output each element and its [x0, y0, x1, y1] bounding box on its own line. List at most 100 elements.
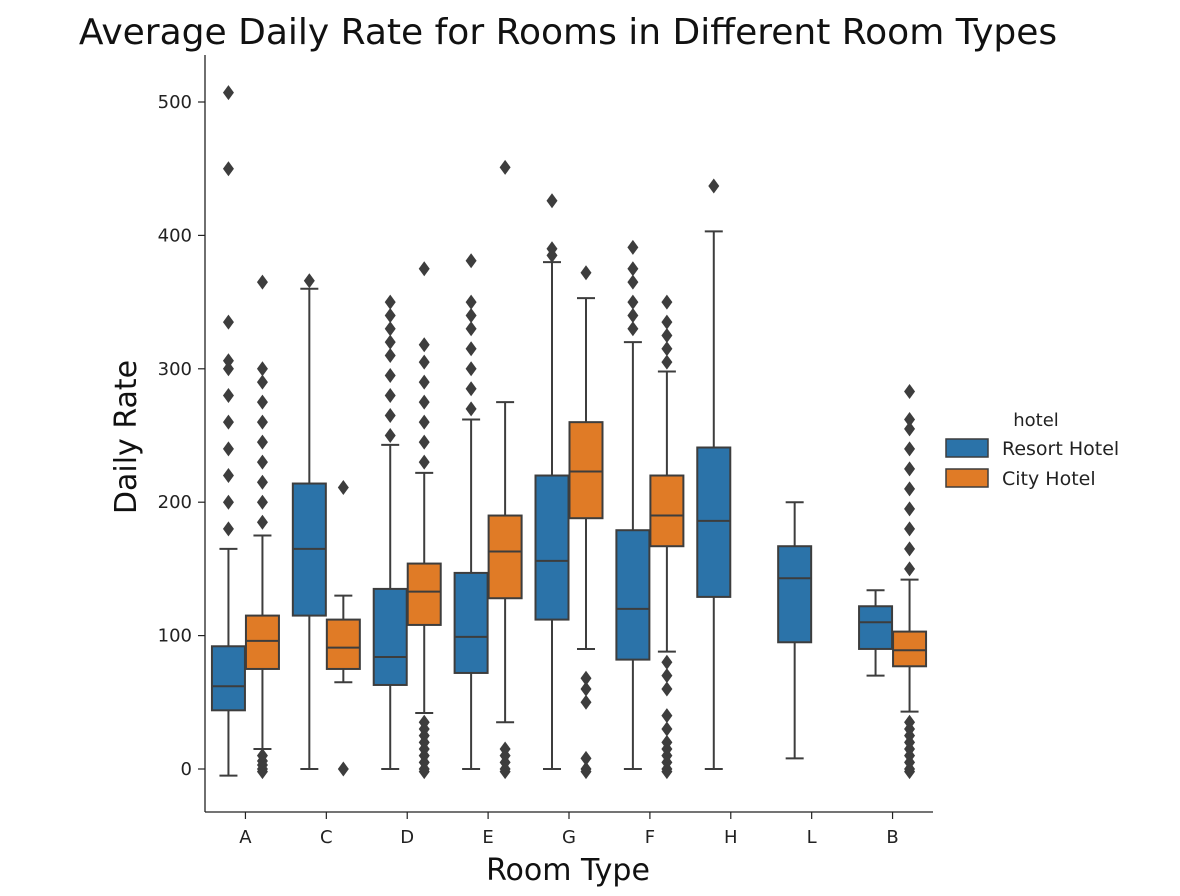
box-iqr — [372, 587, 408, 686]
outlier-point — [256, 748, 268, 764]
legend-label-city-hotel: City Hotel — [1002, 468, 1096, 490]
x-tick-label: A — [239, 827, 252, 848]
outlier-point — [418, 374, 430, 390]
box-city-hotel-G — [568, 265, 604, 780]
box-resort-hotel-D — [372, 294, 408, 770]
outlier-point — [465, 307, 477, 323]
outlier-point — [580, 750, 592, 766]
outlier-point — [661, 341, 673, 357]
box-iqr — [568, 421, 604, 520]
outlier-point — [627, 261, 639, 277]
outlier-point — [337, 480, 349, 496]
box-resort-hotel-C — [291, 273, 327, 770]
outlier-point — [222, 361, 234, 377]
outlier-point — [222, 85, 234, 101]
outlier-point — [499, 159, 511, 175]
legend-title: hotel — [1013, 410, 1059, 431]
outlier-point — [384, 367, 396, 383]
box-city-hotel-F — [649, 294, 685, 780]
outlier-point — [256, 394, 268, 410]
legend-label-resort-hotel: Resort Hotel — [1002, 438, 1119, 460]
outlier-point — [256, 274, 268, 290]
outlier-point — [661, 681, 673, 697]
outlier-point — [384, 334, 396, 350]
outlier-point — [580, 681, 592, 697]
box-iqr — [892, 630, 928, 668]
y-tick-label: 100 — [158, 626, 192, 647]
box-city-hotel-C — [325, 480, 361, 777]
box-iqr — [210, 645, 246, 712]
outlier-point — [904, 714, 916, 730]
outlier-point — [256, 374, 268, 390]
y-tick-label: 0 — [181, 759, 192, 780]
outlier-point — [627, 274, 639, 290]
box-resort-hotel-H — [696, 178, 732, 770]
outlier-point — [465, 294, 477, 310]
box-city-hotel-E — [487, 159, 523, 780]
outlier-point — [904, 481, 916, 497]
outlier-point — [708, 178, 720, 194]
box-resort-hotel-G — [534, 193, 570, 770]
outlier-point — [661, 708, 673, 724]
outlier-point — [546, 193, 558, 209]
outlier-point — [661, 294, 673, 310]
outlier-point — [627, 307, 639, 323]
outlier-point — [256, 474, 268, 490]
outlier-point — [546, 241, 558, 257]
outlier-point — [384, 321, 396, 337]
box-iqr — [777, 545, 813, 644]
outlier-point — [904, 501, 916, 517]
x-tick-label: L — [807, 827, 817, 848]
outlier-point — [418, 337, 430, 353]
outlier-point — [222, 314, 234, 330]
outlier-point — [256, 434, 268, 450]
legend-swatch-resort-hotel — [945, 438, 989, 458]
outlier-point — [256, 454, 268, 470]
outlier-point — [465, 361, 477, 377]
outlier-point — [465, 341, 477, 357]
box-resort-hotel-B — [858, 589, 894, 677]
outlier-point — [418, 394, 430, 410]
outlier-point — [661, 668, 673, 684]
outlier-point — [465, 381, 477, 397]
x-tick-label: E — [482, 827, 493, 848]
plot-area — [210, 85, 928, 780]
outlier-point — [222, 494, 234, 510]
box-city-hotel-B — [892, 383, 928, 780]
outlier-point — [222, 468, 234, 484]
box-iqr — [453, 571, 489, 674]
x-tick-label: H — [724, 827, 738, 848]
outlier-point — [337, 761, 349, 777]
outlier-point — [661, 721, 673, 737]
legend: hotel Resort Hotel City Hotel — [945, 410, 1119, 490]
outlier-point — [661, 734, 673, 750]
outlier-point — [418, 454, 430, 470]
box-resort-hotel-A — [210, 85, 246, 777]
outlier-point — [661, 354, 673, 370]
outlier-point — [904, 521, 916, 537]
box-iqr — [487, 514, 523, 600]
outlier-point — [256, 361, 268, 377]
x-tick-label: D — [400, 827, 414, 848]
x-tick-label: G — [562, 827, 576, 848]
box-iqr — [615, 529, 651, 661]
outlier-point — [222, 161, 234, 177]
outlier-point — [384, 347, 396, 363]
outlier-point — [904, 383, 916, 399]
outlier-point — [256, 514, 268, 530]
outlier-point — [222, 387, 234, 403]
outlier-point — [222, 521, 234, 537]
outlier-point — [465, 401, 477, 417]
box-iqr — [406, 562, 442, 626]
x-tick-label: B — [886, 827, 898, 848]
outlier-point — [580, 761, 592, 777]
outlier-point — [384, 407, 396, 423]
outlier-point — [661, 327, 673, 343]
y-tick-label: 400 — [158, 225, 192, 246]
x-tick-label: C — [320, 827, 333, 848]
box-iqr — [244, 614, 280, 670]
outlier-point — [661, 314, 673, 330]
outlier-point — [418, 714, 430, 730]
outlier-point — [904, 441, 916, 457]
